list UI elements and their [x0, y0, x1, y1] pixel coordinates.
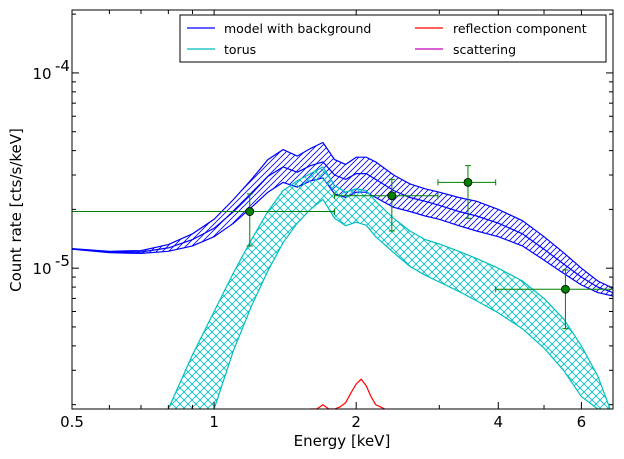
x-axis-label: Energy [keV] [294, 432, 391, 450]
model-band-fill [72, 142, 613, 296]
data-point-2 [463, 177, 473, 187]
data-point-1 [387, 191, 397, 201]
y-tick-exponent-0: -5 [55, 252, 70, 270]
torus-lower-line [213, 198, 599, 409]
torus-band-fill [168, 166, 611, 409]
x-tick-label-4: 6 [577, 413, 587, 431]
data-point-0 [245, 207, 255, 216]
legend-label-torus: torus [224, 42, 256, 57]
axis-ticks: 0.5 1 2 4 610-510-4 [32, 10, 614, 431]
legend-label-reflection: reflection component [453, 21, 587, 36]
x-tick-label-3: 4 [494, 413, 504, 431]
plot-area [72, 141, 613, 409]
legend: model with background reflection compone… [179, 14, 607, 63]
y-axis-label: Count rate [cts/s/keV] [7, 128, 25, 292]
y-tick-exponent-1: -4 [55, 57, 70, 75]
data-point-3 [561, 284, 570, 294]
legend-box [179, 14, 607, 63]
model-mid-line [72, 161, 613, 294]
x-tick-label-0: 0.5 [60, 413, 84, 431]
x-tick-label-2: 2 [351, 413, 361, 431]
reflection-line [310, 378, 386, 409]
legend-label-model: model with background [224, 21, 371, 36]
y-tick-label-1: 10 [32, 65, 51, 83]
y-tick-label-0: 10 [32, 260, 51, 278]
legend-label-scattering: scattering [453, 42, 516, 57]
model-upper-line [72, 141, 613, 289]
x-tick-label-1: 1 [209, 413, 219, 431]
